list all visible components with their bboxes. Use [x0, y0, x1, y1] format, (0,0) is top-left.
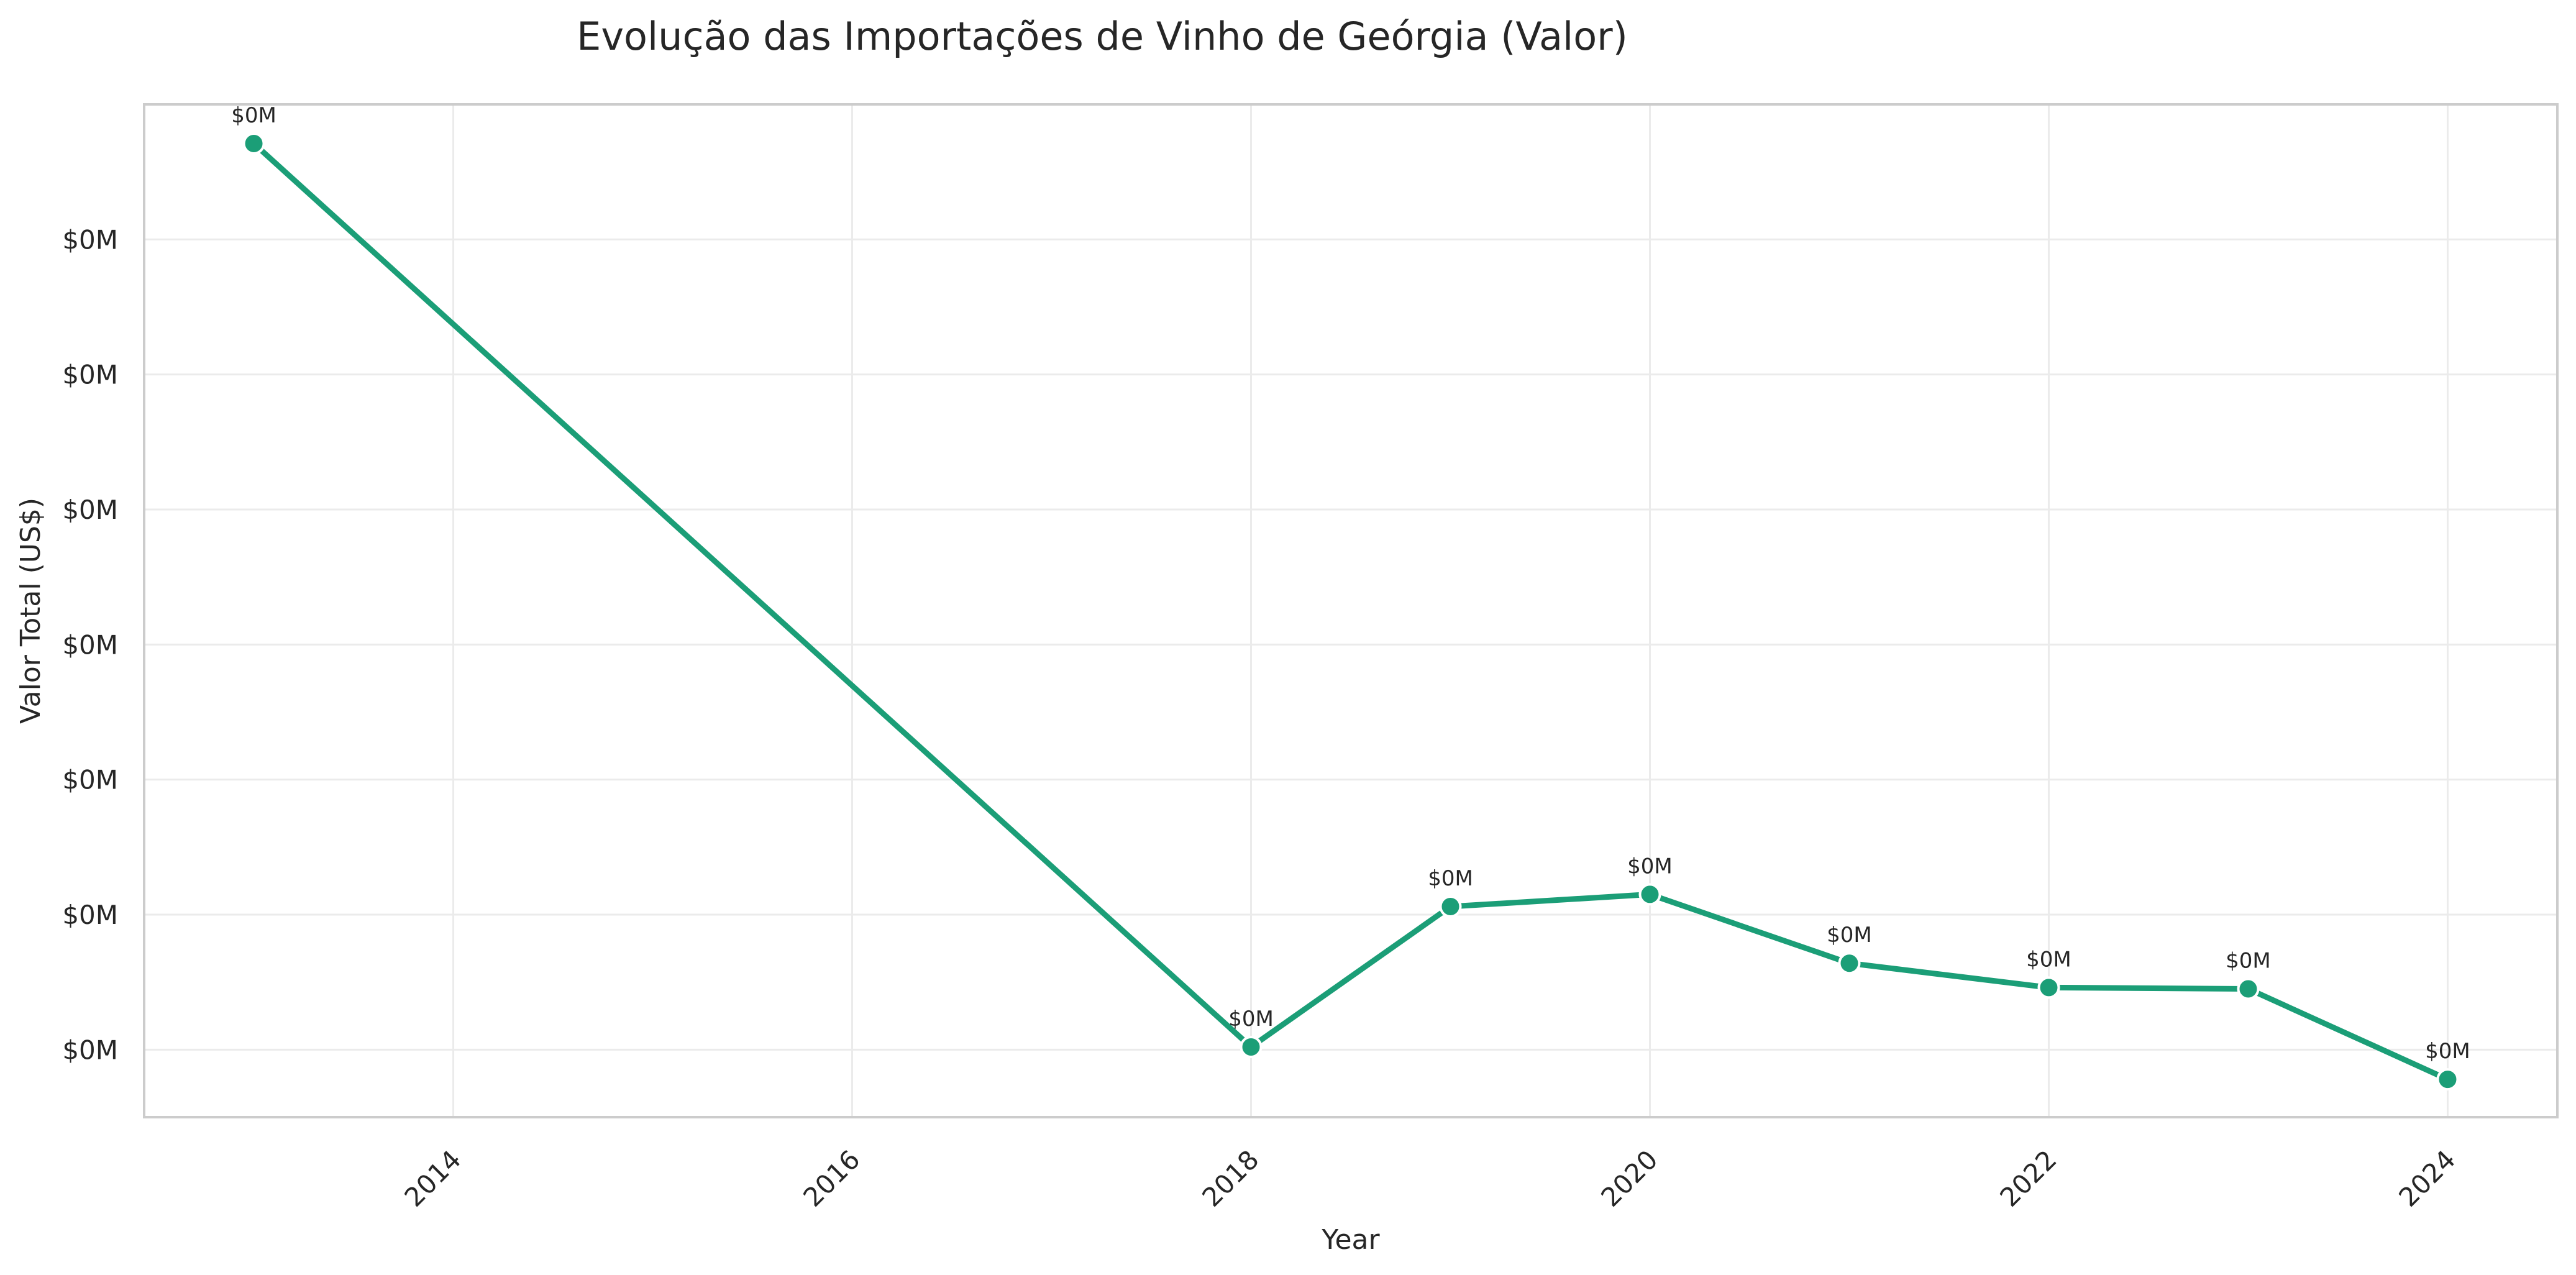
- y-tick-label: $0M: [62, 900, 118, 930]
- y-axis-label: Valor Total (US$): [15, 498, 47, 724]
- data-point: [2436, 1068, 2459, 1091]
- y-tick-label: $0M: [62, 495, 118, 525]
- data-point: [1838, 952, 1861, 975]
- x-tick-label: 2014: [398, 1144, 467, 1212]
- x-tick-label: 2020: [1595, 1144, 1663, 1212]
- data-label: $0M: [2026, 947, 2071, 972]
- y-tick-label: $0M: [62, 629, 118, 660]
- series-line: [251, 140, 2450, 1082]
- x-tick-label: 2016: [797, 1144, 866, 1212]
- y-tick-label: $0M: [62, 224, 118, 255]
- data-point: [2237, 977, 2260, 1000]
- data-label: $0M: [2226, 949, 2271, 974]
- x-tick-label: 2022: [1994, 1144, 2062, 1212]
- data-label: $0M: [1228, 1007, 1274, 1031]
- data-point: [2037, 976, 2060, 999]
- plot-frame: [143, 103, 2559, 1118]
- x-tick-label: 2024: [2393, 1144, 2461, 1212]
- data-point: [1439, 895, 1462, 918]
- x-tick-label: 2018: [1196, 1144, 1264, 1212]
- data-point: [242, 132, 265, 155]
- grid: [144, 104, 2557, 1117]
- y-tick-label: $0M: [62, 765, 118, 795]
- y-tick-label: $0M: [62, 360, 118, 390]
- y-tick-label: $0M: [62, 1035, 118, 1065]
- series-layer: $0M $0M $0M $0M $0M $0M $0M $0M: [231, 103, 2470, 1091]
- ticks-layer: $0M $0M $0M $0M $0M $0M $0M 2014 2016 2018 2020 202…: [62, 224, 2461, 1212]
- data-point: [1638, 883, 1661, 906]
- chart-title: Evolução das Importações de Vinho de Geó…: [577, 14, 1628, 59]
- data-label: $0M: [1827, 923, 1872, 948]
- data-label: $0M: [231, 103, 276, 128]
- x-axis-label: Year: [1321, 1224, 1380, 1256]
- data-label: $0M: [1627, 854, 1673, 879]
- data-point: [1240, 1035, 1263, 1058]
- data-label: $0M: [1428, 866, 1473, 891]
- data-label: $0M: [2425, 1039, 2470, 1064]
